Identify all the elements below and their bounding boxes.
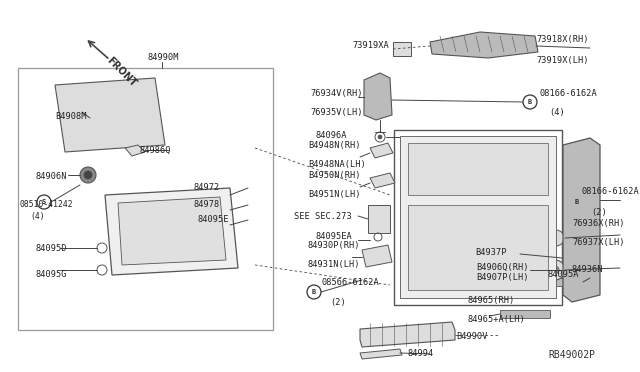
Text: 73919XA: 73919XA <box>352 41 388 49</box>
Text: 08166-6162A: 08166-6162A <box>539 89 596 98</box>
Text: 08166-6162A: 08166-6162A <box>582 187 640 196</box>
Circle shape <box>375 105 381 111</box>
Text: FRONT: FRONT <box>105 55 138 89</box>
Text: 84095D: 84095D <box>36 244 67 253</box>
Polygon shape <box>408 143 548 195</box>
Text: B: B <box>312 289 316 295</box>
Text: B4906Q(RH): B4906Q(RH) <box>476 263 529 272</box>
Text: B4907P(LH): B4907P(LH) <box>476 273 529 282</box>
Text: B4908M: B4908M <box>55 112 86 121</box>
Polygon shape <box>105 188 238 275</box>
Circle shape <box>122 247 128 253</box>
Polygon shape <box>125 145 145 156</box>
Bar <box>543 278 583 286</box>
Text: 76937X(LH): 76937X(LH) <box>572 238 625 247</box>
Text: 84936N: 84936N <box>572 265 604 274</box>
Text: (2): (2) <box>591 208 607 217</box>
Text: 73918X(RH): 73918X(RH) <box>536 35 589 44</box>
Polygon shape <box>118 197 226 265</box>
Circle shape <box>551 266 559 274</box>
Polygon shape <box>563 138 600 302</box>
Bar <box>415 215 470 245</box>
Bar <box>165 210 195 228</box>
Text: 84972: 84972 <box>194 183 220 192</box>
Bar <box>130 210 160 228</box>
Circle shape <box>122 212 128 218</box>
Bar <box>566 240 596 260</box>
Text: B: B <box>575 199 579 205</box>
Text: 76935V(LH): 76935V(LH) <box>310 108 362 117</box>
Text: 84965(RH): 84965(RH) <box>468 296 515 305</box>
Polygon shape <box>400 136 556 298</box>
Polygon shape <box>55 78 165 152</box>
Text: 84994: 84994 <box>408 349 435 357</box>
Text: 08510-41242: 08510-41242 <box>20 200 74 209</box>
Text: RB49002P: RB49002P <box>548 350 595 360</box>
Text: B4937P: B4937P <box>475 248 506 257</box>
Text: S: S <box>42 199 46 205</box>
Text: 84931N(LH): 84931N(LH) <box>308 260 360 269</box>
Circle shape <box>80 167 96 183</box>
Bar <box>415 255 470 280</box>
Text: 84095A: 84095A <box>547 270 579 279</box>
Bar <box>130 238 160 253</box>
Circle shape <box>84 171 92 179</box>
Text: (2): (2) <box>330 298 346 307</box>
Bar <box>394 130 562 305</box>
Bar <box>18 68 273 330</box>
Polygon shape <box>360 322 455 347</box>
Bar <box>566 270 596 282</box>
Text: 84986Q: 84986Q <box>140 145 172 154</box>
Text: B4990V: B4990V <box>456 332 488 341</box>
Circle shape <box>545 260 565 280</box>
Text: 84965+A(LH): 84965+A(LH) <box>468 315 525 324</box>
Bar <box>368 205 390 233</box>
Text: 84096A: 84096A <box>316 131 348 140</box>
Bar <box>165 238 195 253</box>
Circle shape <box>548 230 564 246</box>
Text: (4): (4) <box>549 108 564 117</box>
Text: B4951N(LH): B4951N(LH) <box>308 190 360 199</box>
Text: 84095G: 84095G <box>36 270 67 279</box>
Text: 84978: 84978 <box>194 200 220 209</box>
Polygon shape <box>364 73 392 120</box>
Text: 84906N: 84906N <box>36 172 67 181</box>
Polygon shape <box>408 205 548 290</box>
Text: 76936X(RH): 76936X(RH) <box>572 219 625 228</box>
Text: B4950N(RH): B4950N(RH) <box>308 171 360 180</box>
Polygon shape <box>360 349 402 359</box>
Text: 84990M: 84990M <box>148 53 179 62</box>
Text: 73919X(LH): 73919X(LH) <box>536 56 589 65</box>
Text: SEE SEC.273: SEE SEC.273 <box>294 212 352 221</box>
Text: 84930P(RH): 84930P(RH) <box>308 241 360 250</box>
Polygon shape <box>362 245 392 267</box>
Polygon shape <box>370 173 395 188</box>
Text: B: B <box>528 99 532 105</box>
Text: B4948NA(LH): B4948NA(LH) <box>308 160 365 169</box>
Polygon shape <box>370 143 393 158</box>
Text: 84095E: 84095E <box>198 215 230 224</box>
Text: B4948N(RH): B4948N(RH) <box>308 141 360 150</box>
Bar <box>393 42 411 56</box>
Circle shape <box>378 135 382 139</box>
Text: 08566-6162A: 08566-6162A <box>322 278 380 287</box>
Text: 84095EA: 84095EA <box>315 232 352 241</box>
Text: 76934V(RH): 76934V(RH) <box>310 89 362 98</box>
Polygon shape <box>430 32 538 58</box>
Text: (4): (4) <box>30 212 45 221</box>
Bar <box>500 310 550 318</box>
